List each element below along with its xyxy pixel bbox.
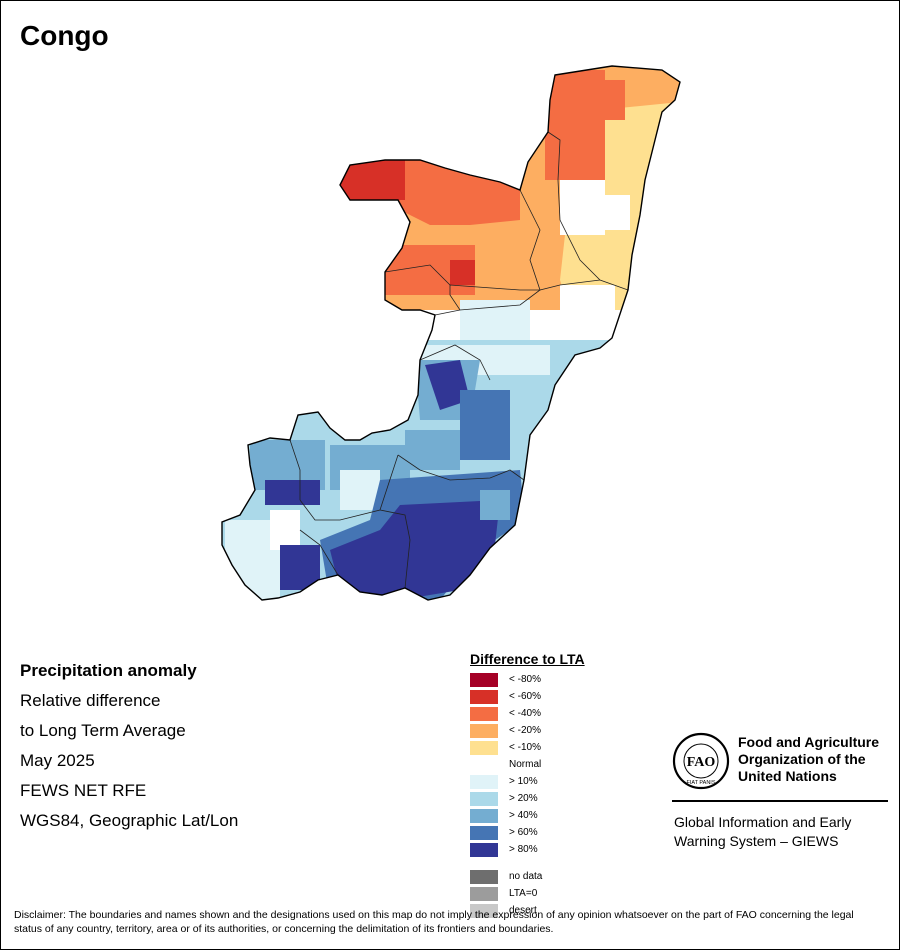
legend-label: < -60%	[509, 691, 541, 702]
department-boundaries	[289, 131, 629, 589]
info-line-projection: WGS84, Geographic Lat/Lon	[20, 811, 239, 830]
legend-swatch	[470, 673, 498, 687]
fao-org-line-1: Food and Agriculture	[738, 734, 880, 750]
fao-logo-icon: FAO FIAT PANIS	[672, 732, 730, 790]
legend-swatch	[470, 809, 498, 823]
legend-item: LTA=0	[470, 885, 585, 902]
info-heading: Precipitation anomaly	[20, 661, 197, 680]
legend-label: < -20%	[509, 725, 541, 736]
giews-line-1: Global Information and Early	[674, 814, 852, 830]
map-title: Congo	[20, 20, 109, 51]
fao-org-name: Food and Agriculture Organization of the…	[738, 734, 879, 785]
wet-40-mid	[405, 430, 460, 470]
wet-80-south	[330, 500, 500, 600]
legend-label: > 60%	[509, 827, 538, 838]
legend-item: > 40%	[470, 807, 585, 824]
wet-40-southeast	[480, 490, 510, 520]
fao-org-line-3: United Nations	[738, 768, 837, 784]
legend-item: < -40%	[470, 705, 585, 722]
legend-label: < -80%	[509, 674, 541, 685]
wet-80-north	[425, 360, 470, 410]
dry-40-strip	[545, 70, 605, 180]
legend-swatch	[470, 792, 498, 806]
precipitation-map	[221, 65, 681, 601]
legend-items: < -80% < -60% < -40% < -20% < -10% Normal > 10…	[470, 671, 585, 858]
wet-10-patch	[460, 300, 530, 340]
fao-org-line-2: Organization of the	[738, 751, 866, 767]
legend-title: Difference to LTA	[470, 651, 585, 667]
legend-swatch	[470, 741, 498, 755]
map-info: Precipitation anomaly Relative differenc…	[20, 656, 238, 836]
legend: Difference to LTA < -80% < -60% < -40% < -2…	[470, 651, 585, 919]
legend-label: > 20%	[509, 793, 538, 804]
wet-80-west	[265, 480, 320, 505]
wet-60-central	[460, 390, 510, 460]
legend-swatch	[470, 775, 498, 789]
anomaly-fill	[222, 66, 680, 600]
legend-swatch	[470, 843, 498, 857]
legend-swatch	[470, 870, 498, 884]
legend-label: no data	[509, 871, 543, 882]
dry-60-patch	[450, 260, 475, 285]
legend-label: < -10%	[509, 742, 541, 753]
legend-label: > 40%	[509, 810, 538, 821]
legend-swatch	[470, 707, 498, 721]
legend-label: > 10%	[509, 776, 538, 787]
wet-10-center	[340, 470, 380, 510]
fao-motto: FIAT PANIS	[686, 780, 715, 786]
legend-label: Normal	[509, 759, 542, 770]
normal-coast	[270, 510, 300, 550]
legend-item: < -60%	[470, 688, 585, 705]
normal-patch-2	[595, 195, 630, 230]
info-line-source: FEWS NET RFE	[20, 781, 147, 800]
legend-label: desert	[509, 905, 537, 916]
legend-swatch	[470, 904, 498, 918]
giews-name: Global Information and Early Warning Sys…	[674, 813, 851, 851]
legend-swatch	[470, 758, 498, 772]
info-line-relative: Relative difference	[20, 691, 161, 710]
legend-swatch	[470, 887, 498, 901]
legend-swatch	[470, 724, 498, 738]
legend-item: desert	[470, 902, 585, 919]
legend-item: < -10%	[470, 739, 585, 756]
fao-logo-text: FAO	[687, 755, 716, 770]
info-line-lta: to Long Term Average	[20, 721, 186, 740]
info-line-date: May 2025	[20, 751, 95, 770]
legend-item: > 80%	[470, 841, 585, 858]
legend-item: > 20%	[470, 790, 585, 807]
dry-40-strip-2	[600, 80, 625, 120]
legend-item: < -20%	[470, 722, 585, 739]
legend-item: < -80%	[470, 671, 585, 688]
fao-divider	[672, 800, 888, 802]
legend-item: > 10%	[470, 773, 585, 790]
legend-label: < -40%	[509, 708, 541, 719]
legend-label: > 80%	[509, 844, 538, 855]
legend-item: no data	[470, 868, 585, 885]
legend-label: LTA=0	[509, 888, 538, 899]
legend-item: > 60%	[470, 824, 585, 841]
legend-item: Normal	[470, 756, 585, 773]
legend-swatch	[470, 826, 498, 840]
legend-swatch	[470, 690, 498, 704]
legend-extra-items: no data LTA=0 desert	[470, 868, 585, 919]
giews-line-2: Warning System – GIEWS	[674, 833, 839, 849]
disclaimer: Disclaimer: The boundaries and names sho…	[14, 909, 854, 935]
